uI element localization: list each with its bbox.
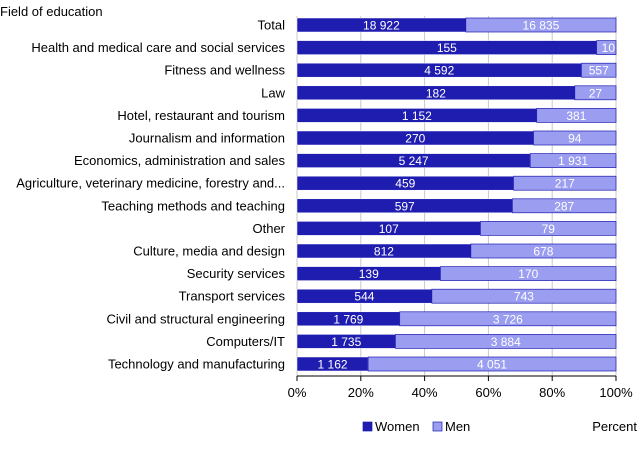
legend-swatch [432,421,443,432]
bar-men [512,198,617,214]
bar-men [395,334,617,349]
data-label-women: 18 922 [363,19,400,33]
bar-men [470,243,617,259]
legend-label: Women [375,419,420,434]
bar-men [529,153,617,168]
tick-label: 80% [539,385,565,400]
data-label-men: 10 [602,41,616,55]
data-label-women: 812 [374,245,394,259]
data-label-men: 16 835 [523,19,560,33]
legend-label: Men [445,419,470,434]
x-axis-unit-label: Percent [592,419,637,434]
data-label-women: 1 769 [333,312,363,326]
data-label-men: 4 051 [477,358,507,372]
category-label: Hotel, restaurant and tourism [117,108,285,123]
category-label: Security services [187,266,286,281]
tick-label: 60% [475,385,501,400]
data-label-women: 597 [395,199,415,213]
category-label: Economics, administration and sales [74,153,285,168]
tick-label: 100% [599,385,633,400]
data-label-men: 3 726 [493,312,523,326]
category-label: Health and medical care and social servi… [31,40,285,55]
bar-men [367,356,617,372]
bar-men [581,62,617,78]
category-label: Computers/IT [206,334,285,349]
bar-men [536,108,617,123]
data-label-women: 1 162 [318,358,348,372]
data-label-women: 107 [379,222,399,236]
bars: 18 922 16 835 155 10 4 592 557 182 27 1 152 381 27… [296,17,617,372]
data-label-men: 381 [566,109,586,123]
data-label-women: 270 [405,132,425,146]
data-label-women: 155 [437,41,457,55]
category-label: Total [258,18,286,33]
data-label-men: 1 931 [558,154,588,168]
data-label-women: 4 592 [424,64,454,78]
category-label: Journalism and information [129,131,285,146]
bar-men [574,85,617,101]
tick-label: 0% [288,385,307,400]
category-labels: Total Health and medical care and social … [16,18,285,372]
category-label: Culture, media and design [133,244,285,259]
data-label-women: 1 152 [402,109,432,123]
category-label: Technology and manufacturing [108,357,285,372]
data-label-men: 678 [533,245,553,259]
category-label: Transport services [179,289,286,304]
category-label: Teaching methods and teaching [101,198,285,213]
data-label-men: 170 [518,267,538,281]
data-label-women: 544 [354,290,374,304]
legend-swatch [362,421,373,432]
tick-label: 40% [412,385,438,400]
data-label-women: 139 [359,267,379,281]
y-axis-title: Field of education [0,4,103,19]
category-label: Law [261,85,285,100]
data-label-men: 287 [554,199,574,213]
data-label-men: 27 [589,86,603,100]
bar-men [533,130,617,146]
category-label: Civil and structural engineering [107,311,285,326]
data-label-women: 5 247 [399,154,429,168]
data-label-women: 1 735 [331,335,361,349]
data-label-men: 743 [514,290,534,304]
bar-men [465,17,617,33]
data-label-men: 217 [555,177,575,191]
category-label: Fitness and wellness [164,63,285,78]
data-label-women: 459 [395,177,415,191]
category-label: Other [252,221,285,236]
data-label-men: 557 [589,64,609,78]
bar-men [513,175,617,191]
bar-men [399,311,617,327]
data-label-men: 79 [542,222,556,236]
legend: Women Men [362,419,470,434]
data-label-women: 182 [426,86,446,100]
bar-men [431,288,617,304]
data-label-men: 94 [568,132,582,146]
data-label-men: 3 884 [491,335,521,349]
bar-men [440,266,617,281]
bar-men [596,40,617,55]
category-label: Agriculture, veterinary medicine, forest… [16,176,285,191]
tick-label: 20% [348,385,374,400]
x-axis-ticks: 0% 20% 40% 60% 80% 100% [288,376,633,400]
bar-men [480,221,617,236]
